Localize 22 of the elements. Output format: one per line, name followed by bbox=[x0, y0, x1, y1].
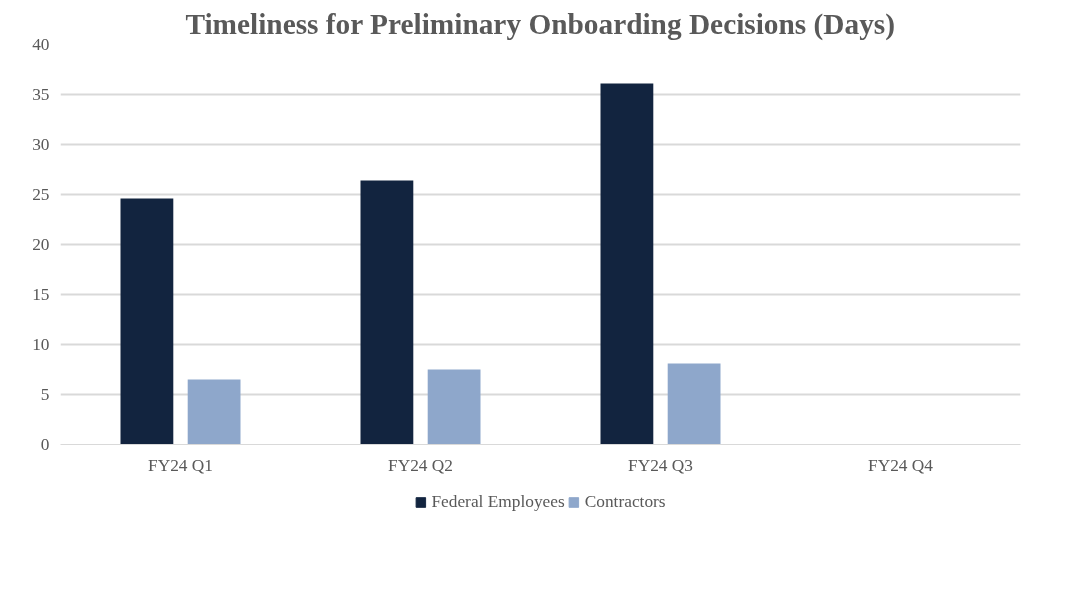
bar bbox=[600, 83, 654, 445]
y-tick-label: 35 bbox=[32, 85, 50, 104]
bar bbox=[360, 180, 414, 445]
y-tick-label: 15 bbox=[32, 285, 50, 304]
y-tick-label: 5 bbox=[40, 385, 50, 404]
y-tick-label: 20 bbox=[32, 235, 50, 254]
y-tick-label: 40 bbox=[32, 35, 50, 54]
x-tick-label: FY24 Q1 bbox=[148, 455, 214, 475]
y-tick-label: 30 bbox=[32, 135, 50, 154]
x-tick-label: FY24 Q2 bbox=[388, 455, 454, 475]
x-tick-label: FY24 Q4 bbox=[868, 455, 934, 475]
legend-label: Contractors bbox=[584, 492, 666, 512]
y-tick-label: 0 bbox=[40, 435, 50, 454]
y-tick-label: 25 bbox=[32, 185, 50, 204]
bar bbox=[667, 363, 721, 445]
y-tick-label: 10 bbox=[32, 335, 50, 354]
bar bbox=[120, 198, 174, 445]
legend-label: Federal Employees bbox=[431, 492, 565, 512]
x-tick-label: FY24 Q3 bbox=[628, 455, 694, 475]
bar bbox=[187, 379, 241, 445]
bar bbox=[427, 369, 481, 445]
chart-title: Timeliness for Preliminary Onboarding Decisions (Days) bbox=[185, 7, 896, 41]
